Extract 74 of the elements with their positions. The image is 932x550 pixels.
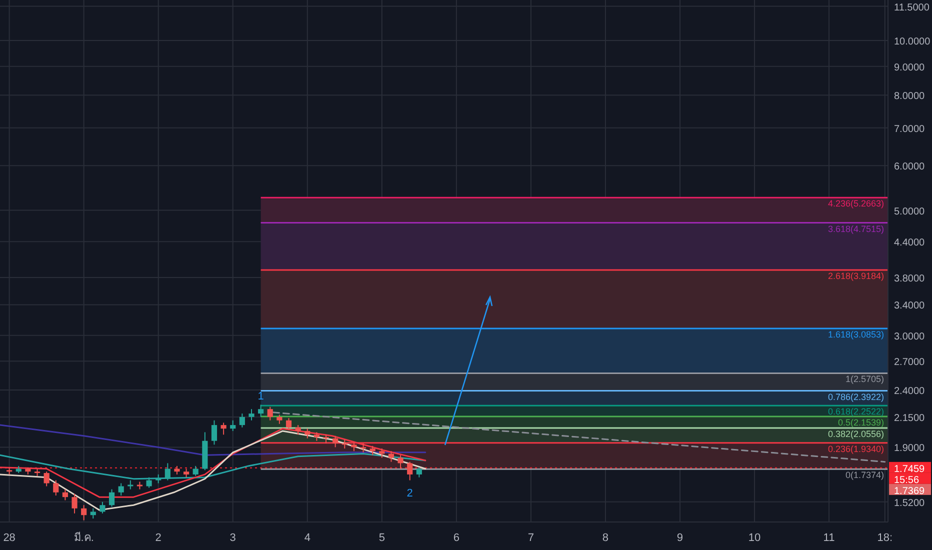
candlestick [72, 493, 78, 514]
x-tick-label: 2 [155, 532, 162, 544]
ref-line-label: 0.382(2.0556) [828, 428, 884, 439]
candlestick [44, 471, 50, 487]
y-tick-label: 4.4000 [894, 238, 926, 249]
ref-line-label: 1.7459 [894, 464, 926, 475]
candlestick [258, 404, 264, 418]
y-tick-label: 5.0000 [894, 206, 926, 218]
y-tick-label: 3.4000 [894, 300, 926, 312]
ref-line-label: 0.236(1.9340) [828, 444, 884, 454]
x-tick-label: 7 [528, 532, 534, 544]
candlestick [248, 408, 254, 421]
x-tick-label: 18: [877, 532, 893, 544]
candlestick [108, 488, 115, 508]
x-tick-label: 6 [453, 532, 460, 544]
candlestick [407, 461, 413, 481]
x-tick-label: มี.ค. [74, 531, 94, 544]
y-tick-label: 2.4000 [894, 386, 926, 398]
x-tick-label: 10 [748, 532, 761, 544]
y-tick-label: 8.0000 [894, 91, 926, 102]
candlestick [360, 442, 366, 453]
candlestick [379, 448, 385, 458]
ref-line-label: 0.618(2.2522) [828, 406, 884, 417]
candlestick [230, 420, 236, 432]
candlestick [239, 413, 245, 428]
candlestick [53, 480, 59, 496]
candlestick [416, 466, 422, 478]
candlestick [398, 454, 404, 470]
candlestick [276, 414, 282, 424]
candlestick [211, 420, 218, 446]
y-tick-label: 3.0000 [894, 331, 926, 342]
candlestick [370, 445, 376, 456]
y-tick-label: 1.5200 [894, 498, 926, 509]
x-tick-label: 8 [602, 532, 609, 544]
text: 15:56 [894, 474, 920, 486]
x-tick-label: 5 [378, 532, 385, 544]
x-tick-label: 11 [823, 532, 835, 544]
ref-line-label: 1(2.5705) [845, 374, 884, 384]
y-tick-label: 9.0000 [894, 62, 926, 74]
y-tick-label: 2.1500 [894, 412, 926, 424]
y-tick-label: 7.0000 [894, 124, 926, 135]
annotation: 1 [258, 390, 264, 403]
y-tick-label: 3.8000 [894, 273, 926, 284]
ref-line-label: 4.236(5.2663) [828, 198, 884, 209]
ref-line-label: 1.618(3.0853) [828, 330, 884, 340]
ref-line-label: 0(1.7374) [845, 470, 884, 480]
text: 1.7369 [894, 486, 926, 497]
ref-line-label: 2.618(3.9184) [828, 270, 884, 281]
x-tick-label: 9 [676, 532, 684, 544]
candlestick [118, 482, 124, 496]
candlestick [100, 501, 106, 514]
candlestick [81, 504, 87, 521]
y-tick-label: 10.0000 [894, 36, 931, 48]
candlestick [62, 488, 68, 501]
candlestick [332, 435, 338, 448]
candlestick [295, 424, 301, 436]
candlestick [304, 428, 310, 439]
y-tick-label: 2.7000 [894, 357, 926, 368]
x-tick-label: 28 [3, 532, 16, 544]
candlestick [220, 422, 226, 436]
x-tick-label: 4 [304, 532, 310, 544]
candlestick [286, 418, 292, 430]
y-tick-label: 11.5000 [894, 2, 930, 14]
ref-line-label: 0.5(2.1539) [838, 418, 884, 428]
candlestick [388, 450, 394, 462]
y-tick-label: 1.9000 [894, 443, 926, 454]
y-tick-label: 6.0000 [894, 162, 926, 173]
annotation: 2 [406, 487, 413, 500]
candlestick [192, 465, 198, 476]
candlestick [90, 508, 96, 520]
ref-line-label: 0.786(2.3922) [828, 392, 884, 402]
x-tick-label: 3 [230, 532, 236, 544]
candlestick [267, 406, 273, 421]
ref-line-label: 3.618(4.7515) [828, 224, 884, 234]
